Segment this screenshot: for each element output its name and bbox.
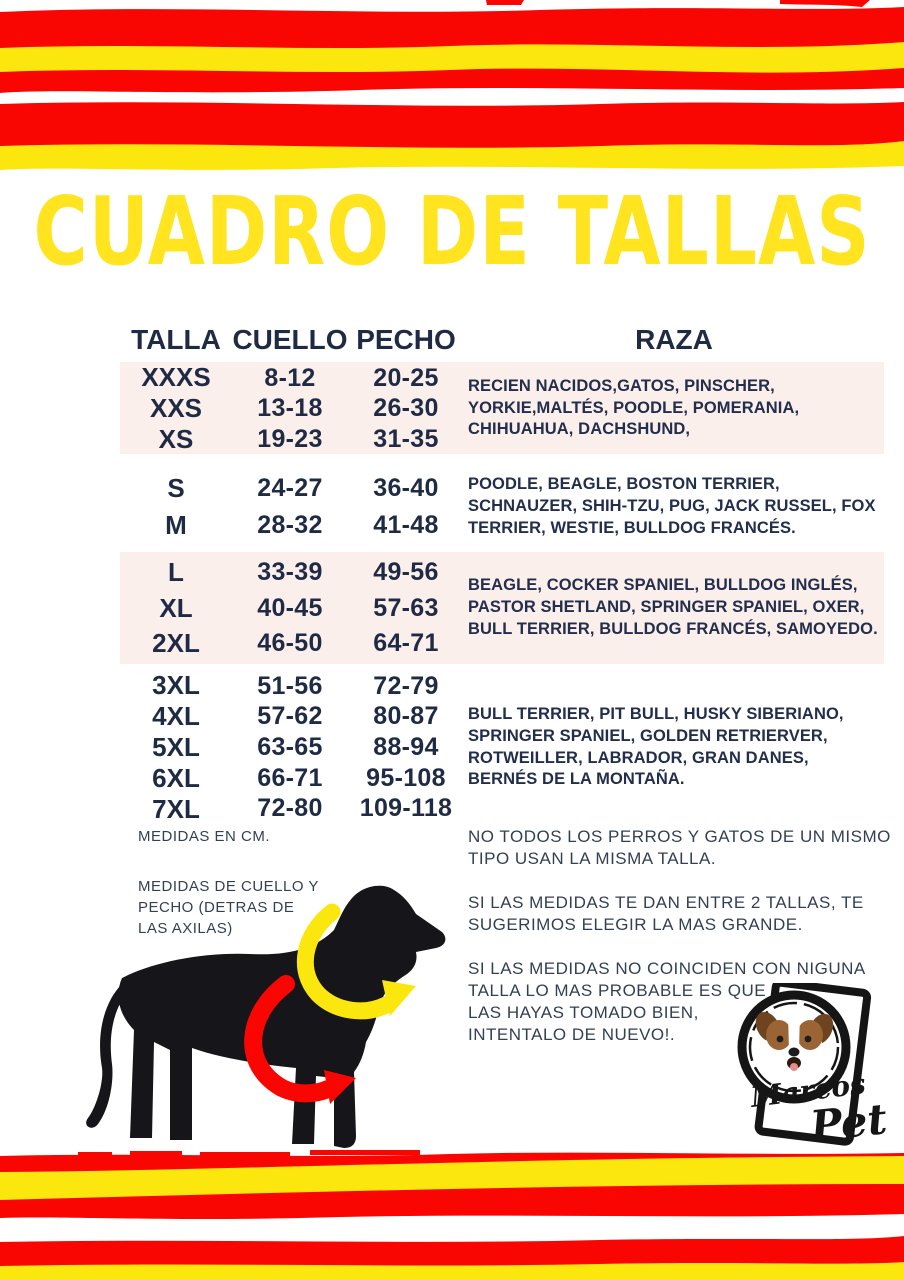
pecho-value: 41-48: [373, 511, 439, 539]
pecho-value: 109-118: [359, 794, 453, 823]
pecho-value: 95-108: [366, 763, 446, 792]
cuello-value: 28-32: [257, 511, 323, 539]
how-to-measure-note: MEDIDAS DE CUELLO Y PECHO (DETRAS DE LAS…: [138, 876, 323, 939]
raza-text: POODLE, BEAGLE, BOSTON TERRIER, SCHNAUZE…: [468, 475, 876, 537]
pecho-value: 80-87: [373, 702, 439, 731]
raza-text: RECIEN NACIDOS,GATOS, PINSCHER, YORKIE,M…: [468, 376, 800, 439]
top-edge-red-dash: [486, 0, 870, 7]
dog-measurement-illustration: [86, 885, 446, 1148]
header-raza: RAZA: [635, 324, 713, 355]
logo-dog-photo: [737, 990, 851, 1104]
pecho-value: 26-30: [373, 394, 439, 422]
cuello-value: 40-45: [257, 593, 323, 622]
tip-same-size: NO TODOS LOS PERROS Y GATOS DE UN MISMO …: [468, 827, 891, 868]
size-label: 4XL: [152, 701, 200, 731]
size-group-xxxs-xs: XXXS XXS XS 8-12 13-18 19-23 20-25 26-30…: [120, 362, 884, 454]
top-brush-stripes: [0, 0, 904, 170]
header-cuello: CUELLO: [232, 324, 348, 355]
cuello-column: 33-39 40-45 46-50: [232, 552, 348, 664]
yellow-stripe-1: [0, 1156, 904, 1200]
chest-measure-arrow: [244, 975, 356, 1104]
cuello-column: 51-56 57-62 63-65 66-71 72-80: [232, 670, 348, 825]
size-label: 6XL: [152, 763, 200, 793]
cuello-value: 51-56: [257, 671, 323, 700]
cuello-column: 24-27 28-32: [232, 466, 348, 548]
yellow-stripe-2: [0, 141, 904, 170]
pecho-column: 36-40 41-48: [348, 466, 464, 548]
size-group-l-2xl: L XL 2XL 33-39 40-45 46-50 49-56 57-63 6…: [120, 552, 884, 664]
cuello-value: 24-27: [257, 474, 323, 502]
pecho-value: 36-40: [373, 474, 439, 502]
cuello-value: 72-80: [257, 794, 323, 823]
dog-silhouette: [118, 885, 446, 1148]
size-label: 3XL: [152, 670, 200, 700]
size-label: XS: [158, 424, 194, 454]
cuello-column: 8-12 13-18 19-23: [232, 362, 348, 455]
talla-column: L XL 2XL: [120, 552, 232, 664]
size-label: L: [168, 556, 184, 587]
cuello-value: 13-18: [257, 394, 323, 422]
cuello-value: 19-23: [257, 424, 323, 453]
pecho-value: 49-56: [373, 558, 439, 587]
size-label: 2XL: [152, 628, 200, 659]
size-group-3xl-7xl: 3XL 4XL 5XL 6XL 7XL 51-56 57-62 63-65 66…: [120, 670, 884, 824]
pecho-value: 64-71: [373, 628, 439, 657]
pecho-column: 49-56 57-63 64-71: [348, 552, 464, 664]
pecho-value: 20-25: [373, 363, 439, 392]
tips-block: NO TODOS LOS PERROS Y GATOS DE UN MISMO …: [468, 826, 902, 1068]
size-label: S: [167, 472, 185, 503]
size-label: XXS: [149, 393, 203, 423]
size-label: XXXS: [141, 362, 211, 392]
units-note: MEDIDAS EN CM.: [138, 828, 270, 845]
pecho-value: 72-79: [373, 671, 439, 700]
raza-cell: POODLE, BEAGLE, BOSTON TERRIER, SCHNAUZE…: [464, 466, 884, 548]
cuello-value: 66-71: [257, 763, 323, 792]
logo-text-line2: Pet: [807, 1094, 889, 1151]
red-stripe-2: [0, 1236, 904, 1269]
size-label: 5XL: [152, 732, 200, 762]
talla-column: 3XL 4XL 5XL 6XL 7XL: [120, 670, 232, 825]
brand-logo: Marcos Pet: [737, 983, 889, 1151]
red-stripe-2: [0, 102, 904, 152]
talla-column: S M: [120, 466, 232, 548]
raza-cell: BULL TERRIER, PIT BULL, HUSKY SIBERIANO,…: [464, 670, 884, 825]
units-text: MEDIDAS EN CM.: [138, 828, 271, 845]
neck-measure-arrow: [296, 903, 416, 1020]
raza-cell: RECIEN NACIDOS,GATOS, PINSCHER, YORKIE,M…: [464, 362, 884, 455]
pecho-value: 31-35: [373, 424, 439, 453]
cuello-value: 46-50: [257, 628, 323, 657]
raza-text: BULL TERRIER, PIT BULL, HUSKY SIBERIANO,…: [468, 704, 844, 789]
pecho-column: 20-25 26-30 31-35: [348, 362, 464, 455]
size-label: XL: [159, 592, 193, 623]
how-to-measure-text: MEDIDAS DE CUELLO Y PECHO (DETRAS DE LAS…: [138, 878, 319, 937]
pecho-value: 88-94: [373, 732, 439, 761]
table-header: TALLA CUELLO PECHO RAZA: [120, 324, 884, 356]
talla-column: XXXS XXS XS: [120, 362, 232, 455]
size-label: 7XL: [152, 794, 200, 824]
cuello-value: 57-62: [257, 702, 323, 731]
header-talla: TALLA: [131, 324, 221, 355]
tip-between-sizes: SI LAS MEDIDAS TE DAN ENTRE 2 TALLAS, TE…: [468, 893, 864, 934]
raza-cell: BEAGLE, COCKER SPANIEL, BULLDOG INGLÉS, …: [464, 552, 884, 664]
cuello-value: 8-12: [264, 363, 316, 392]
size-label: M: [165, 510, 187, 541]
puppy-face: [755, 1011, 834, 1071]
torn-edge-dashes: [78, 1150, 420, 1156]
yellow-stripe-2: [0, 1262, 904, 1280]
pecho-value: 57-63: [373, 593, 439, 622]
bottom-brush-stripes: [0, 1150, 904, 1280]
raza-text: BEAGLE, COCKER SPANIEL, BULLDOG INGLÉS, …: [468, 576, 878, 638]
yellow-stripe-1: [0, 42, 904, 73]
dog-tail: [86, 984, 128, 1128]
cuello-value: 33-39: [257, 558, 323, 587]
size-group-s-m: S M 24-27 28-32 36-40 41-48 POODLE, BEAG…: [120, 466, 884, 548]
pecho-column: 72-79 80-87 88-94 95-108 109-118: [348, 670, 464, 825]
header-pecho: PECHO: [356, 324, 456, 355]
page-title: CUADRO DE TALLAS: [33, 176, 871, 288]
cuello-value: 63-65: [257, 732, 323, 761]
